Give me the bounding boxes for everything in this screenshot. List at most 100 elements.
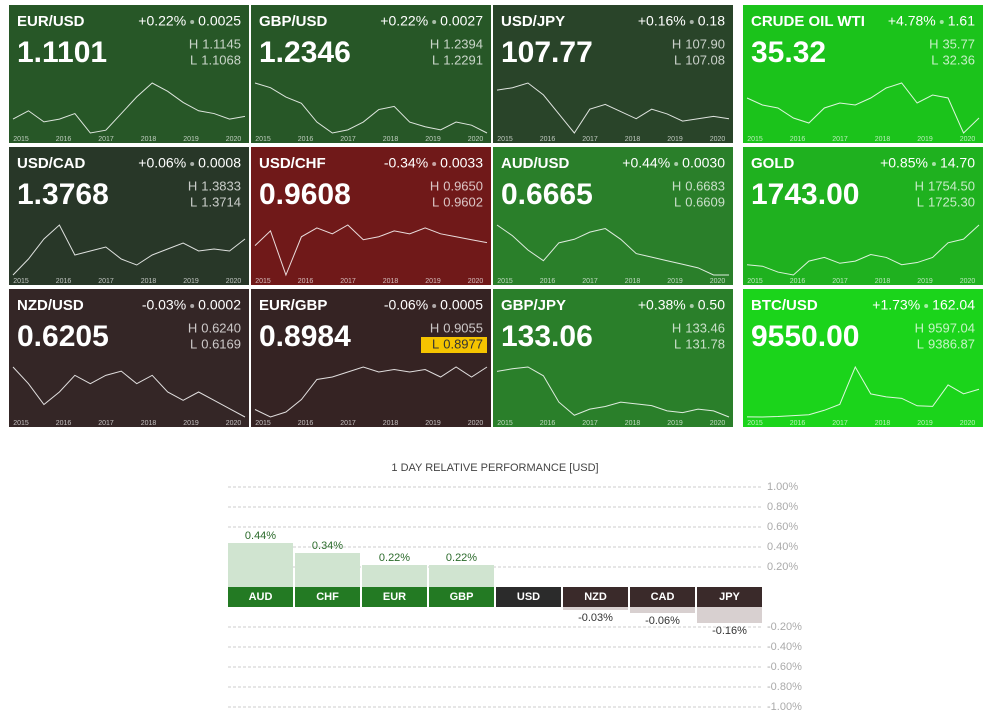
category-box (563, 587, 628, 607)
tile (9, 289, 249, 427)
year-label: 2019 (667, 136, 683, 143)
pair-name: GOLD (751, 155, 794, 172)
price: 1.3768 (17, 178, 109, 211)
separator (924, 304, 929, 308)
change: +0.22% (380, 13, 428, 29)
year-label: 2019 (425, 278, 441, 285)
category-box (496, 587, 561, 607)
high-label: H (430, 178, 439, 193)
year-label: 2019 (917, 136, 933, 143)
high-label: H (188, 320, 197, 335)
year-label: 2019 (917, 420, 933, 427)
separator (432, 162, 437, 166)
low-label: L (190, 194, 197, 209)
value-label: 0.22% (379, 552, 410, 564)
sparkline (746, 82, 980, 134)
y-tick-label: 0.60% (767, 521, 798, 533)
bar (429, 565, 494, 587)
high-value: 1754.50 (928, 178, 975, 193)
tile-shade (251, 289, 491, 427)
year-label: 2019 (183, 420, 199, 427)
year-label: 2016 (56, 278, 72, 285)
low-value: 107.08 (685, 52, 725, 67)
year-label: 2017 (98, 278, 114, 285)
tile (743, 5, 983, 143)
low-label: L (432, 336, 439, 351)
bar (630, 607, 695, 613)
year-label: 2018 (383, 278, 399, 285)
tile (493, 147, 733, 285)
sparkline (12, 224, 246, 276)
bar (362, 565, 427, 587)
delta: 14.70 (940, 155, 975, 171)
low-label: L (674, 194, 681, 209)
year-label: 2015 (255, 278, 271, 285)
y-tick-label: 0.20% (767, 561, 798, 573)
year-label: 2018 (625, 278, 641, 285)
delta: 0.0008 (198, 155, 241, 171)
change: +0.44% (622, 155, 670, 171)
year-label: 2020 (226, 136, 242, 143)
tile (743, 289, 983, 427)
pair-name: BTC/USD (751, 297, 818, 314)
low-label: L (190, 52, 197, 67)
change: -0.06% (384, 297, 428, 313)
low-label: L (674, 52, 681, 67)
price: 35.32 (751, 36, 826, 69)
change: +0.85% (880, 155, 928, 171)
year-label: 2018 (875, 136, 891, 143)
year-label: 2017 (832, 420, 848, 427)
low-value: 131.78 (685, 336, 725, 351)
high-label: H (430, 36, 439, 51)
year-label: 2015 (13, 278, 29, 285)
year-label: 2020 (468, 136, 484, 143)
high-label: H (929, 36, 938, 51)
year-label: 2015 (497, 278, 513, 285)
tile (251, 289, 491, 427)
pair-name: USD/CAD (17, 155, 86, 172)
year-label: 2016 (298, 420, 314, 427)
category-box (362, 587, 427, 607)
category-label: NZD (584, 591, 607, 603)
price: 0.6205 (17, 320, 109, 353)
delta: 0.0025 (198, 13, 241, 29)
delta: 0.0033 (440, 155, 483, 171)
category-label: AUD (249, 591, 273, 603)
change: -0.34% (384, 155, 428, 171)
year-label: 2017 (582, 420, 598, 427)
price: 1.2346 (259, 36, 351, 69)
year-label: 2020 (710, 136, 726, 143)
sparkline (496, 224, 729, 276)
change: +1.73% (872, 297, 920, 313)
year-label: 2015 (255, 420, 271, 427)
year-label: 2017 (340, 420, 356, 427)
pair-name: USD/CHF (259, 155, 326, 172)
bar (563, 607, 628, 610)
separator (190, 20, 195, 24)
year-label: 2015 (497, 420, 513, 427)
sparkline (12, 82, 246, 134)
low-label: L (917, 336, 924, 351)
year-label: 2020 (960, 278, 976, 285)
pair-name: NZD/USD (17, 297, 84, 314)
value-label: -0.16% (712, 625, 747, 637)
year-label: 2018 (875, 420, 891, 427)
low-value: 1.1068 (201, 52, 241, 67)
year-label: 2020 (226, 420, 242, 427)
y-tick-label: 0.80% (767, 501, 798, 513)
y-tick-label: -0.40% (767, 641, 802, 653)
tile-shade (743, 5, 983, 143)
year-label: 2019 (183, 278, 199, 285)
high-value: 1.1145 (202, 36, 241, 51)
year-label: 2020 (468, 420, 484, 427)
year-label: 2015 (13, 136, 29, 143)
high-label: H (189, 36, 198, 51)
year-label: 2020 (960, 420, 976, 427)
change: +4.78% (888, 13, 936, 29)
high-value: 133.46 (685, 320, 725, 335)
year-label: 2019 (425, 136, 441, 143)
category-label: JPY (719, 591, 740, 603)
sparkline (12, 366, 246, 418)
sparkline (254, 224, 488, 277)
delta: 1.61 (948, 13, 975, 29)
